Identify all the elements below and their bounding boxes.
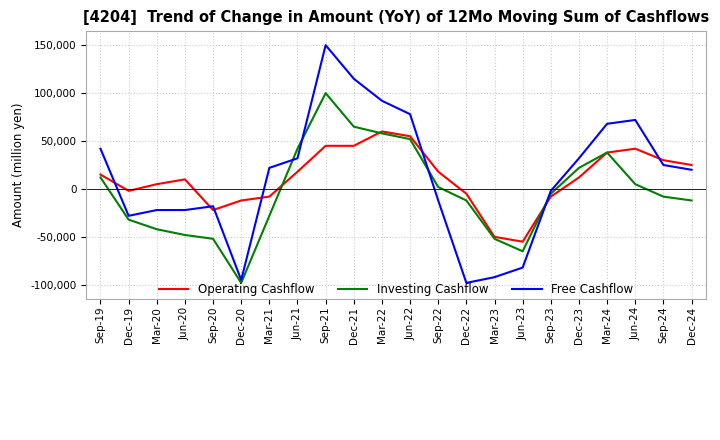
Free Cashflow — [209, 204, 217, 209]
Free Cashflow — [181, 207, 189, 213]
Investing Cashflow — [518, 249, 527, 254]
Free Cashflow — [293, 156, 302, 161]
Operating Cashflow — [603, 150, 611, 155]
Investing Cashflow — [377, 131, 386, 136]
Investing Cashflow — [462, 198, 471, 203]
Operating Cashflow — [434, 169, 443, 174]
Operating Cashflow — [687, 162, 696, 168]
Free Cashflow — [237, 277, 246, 282]
Free Cashflow — [377, 98, 386, 103]
Operating Cashflow — [490, 234, 499, 239]
Operating Cashflow — [153, 182, 161, 187]
Y-axis label: Amount (million yen): Amount (million yen) — [12, 103, 25, 227]
Investing Cashflow — [153, 227, 161, 232]
Free Cashflow — [546, 188, 555, 194]
Investing Cashflow — [406, 136, 415, 142]
Free Cashflow — [349, 76, 358, 81]
Free Cashflow — [434, 198, 443, 203]
Line: Investing Cashflow: Investing Cashflow — [101, 93, 691, 283]
Investing Cashflow — [181, 232, 189, 238]
Free Cashflow — [462, 280, 471, 286]
Operating Cashflow — [462, 191, 471, 196]
Operating Cashflow — [265, 194, 274, 199]
Investing Cashflow — [603, 150, 611, 155]
Investing Cashflow — [631, 182, 639, 187]
Investing Cashflow — [575, 165, 583, 171]
Operating Cashflow — [181, 177, 189, 182]
Operating Cashflow — [575, 175, 583, 180]
Investing Cashflow — [349, 124, 358, 129]
Free Cashflow — [518, 265, 527, 270]
Legend: Operating Cashflow, Investing Cashflow, Free Cashflow: Operating Cashflow, Investing Cashflow, … — [159, 283, 633, 296]
Free Cashflow — [490, 275, 499, 280]
Investing Cashflow — [96, 175, 105, 180]
Free Cashflow — [321, 43, 330, 48]
Investing Cashflow — [321, 91, 330, 96]
Free Cashflow — [125, 213, 133, 218]
Free Cashflow — [153, 207, 161, 213]
Operating Cashflow — [293, 169, 302, 174]
Investing Cashflow — [659, 194, 667, 199]
Investing Cashflow — [546, 191, 555, 196]
Line: Operating Cashflow: Operating Cashflow — [101, 132, 691, 242]
Operating Cashflow — [209, 207, 217, 213]
Free Cashflow — [687, 167, 696, 172]
Investing Cashflow — [687, 198, 696, 203]
Free Cashflow — [96, 146, 105, 151]
Operating Cashflow — [237, 198, 246, 203]
Investing Cashflow — [490, 236, 499, 242]
Free Cashflow — [575, 156, 583, 161]
Free Cashflow — [406, 112, 415, 117]
Free Cashflow — [265, 165, 274, 171]
Operating Cashflow — [96, 172, 105, 177]
Operating Cashflow — [518, 239, 527, 244]
Investing Cashflow — [434, 184, 443, 190]
Title: [4204]  Trend of Change in Amount (YoY) of 12Mo Moving Sum of Cashflows: [4204] Trend of Change in Amount (YoY) o… — [83, 11, 709, 26]
Investing Cashflow — [209, 236, 217, 242]
Operating Cashflow — [349, 143, 358, 148]
Free Cashflow — [631, 117, 639, 123]
Operating Cashflow — [546, 194, 555, 199]
Line: Free Cashflow: Free Cashflow — [101, 45, 691, 283]
Operating Cashflow — [125, 188, 133, 194]
Free Cashflow — [659, 162, 667, 168]
Operating Cashflow — [321, 143, 330, 148]
Investing Cashflow — [265, 213, 274, 218]
Free Cashflow — [603, 121, 611, 126]
Investing Cashflow — [293, 146, 302, 151]
Investing Cashflow — [237, 280, 246, 286]
Investing Cashflow — [125, 217, 133, 222]
Operating Cashflow — [377, 129, 386, 134]
Operating Cashflow — [406, 134, 415, 139]
Operating Cashflow — [631, 146, 639, 151]
Operating Cashflow — [659, 158, 667, 163]
